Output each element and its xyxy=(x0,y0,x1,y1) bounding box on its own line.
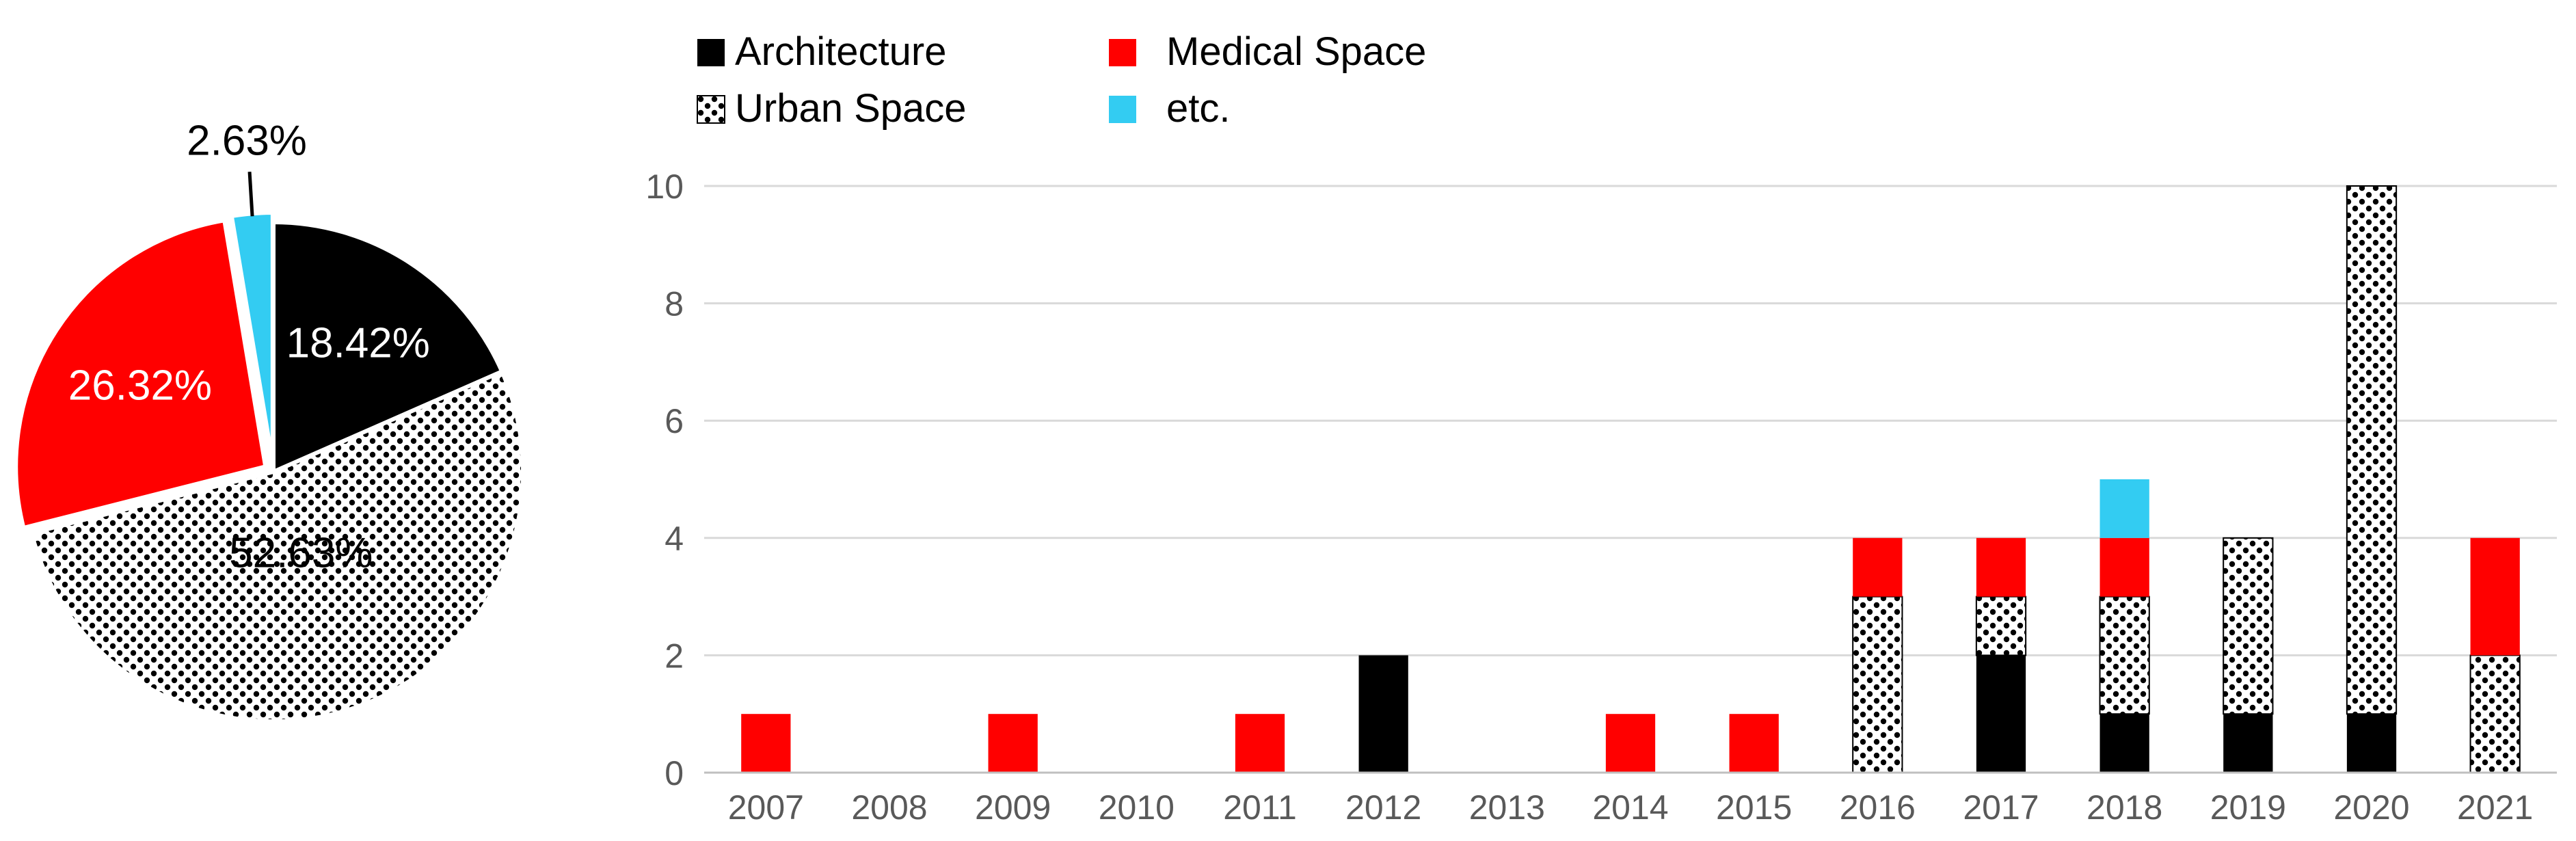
legend-swatch-etc xyxy=(1109,96,1136,123)
legend-swatch-urban-space xyxy=(697,95,725,124)
bar-medical-2014 xyxy=(1605,714,1656,773)
bar-medical-2007 xyxy=(741,714,791,773)
bar-medical-2021 xyxy=(2470,537,2520,656)
bar-medical-2016 xyxy=(1853,537,1903,597)
stacked-bar-chart: 0 2 4 6 8 10 2007 2008 2009 2010 2011 2012 2013 2014… xyxy=(645,168,2557,827)
legend-label-etc: etc. xyxy=(1166,86,1231,131)
bar-urban-2017 xyxy=(1975,596,2027,656)
x-tick-label: 2007 xyxy=(728,788,804,827)
bar-architecture-2012 xyxy=(1358,655,1408,773)
pie-label-urban: 52.63% xyxy=(229,529,373,576)
bar-urban-2019 xyxy=(2223,537,2274,715)
legend-label-architecture: Architecture xyxy=(735,29,946,74)
bar-architecture-2020 xyxy=(2346,714,2397,773)
gridlines xyxy=(704,185,2557,656)
bar-architecture-2017 xyxy=(1976,655,2026,773)
x-tick-label: 2019 xyxy=(2210,788,2286,827)
bars xyxy=(741,185,2521,774)
y-tick-label: 6 xyxy=(665,402,684,440)
bar-architecture-2019 xyxy=(2223,714,2273,773)
pie-slice-architecture xyxy=(271,219,505,475)
y-tick-label: 0 xyxy=(665,754,684,792)
pie-slice-urban xyxy=(29,369,525,723)
y-axis-ticks: 0 2 4 6 8 10 xyxy=(645,168,684,792)
bar-medical-2017 xyxy=(1976,537,2026,597)
pie-labels: 18.42% 52.63% 26.32% 2.63% xyxy=(68,117,430,576)
x-tick-label: 2011 xyxy=(1223,788,1297,827)
x-tick-label: 2012 xyxy=(1345,788,1421,827)
x-axis-ticks: 2007 2008 2009 2010 2011 2012 2013 2014 2015 2016… xyxy=(728,788,2534,827)
legend: Architecture Urban Space Medical Space e… xyxy=(697,29,1426,131)
y-tick-label: 8 xyxy=(665,285,684,323)
legend-label-medical-space: Medical Space xyxy=(1166,29,1426,74)
x-tick-label: 2013 xyxy=(1469,788,1545,827)
bar-urban-2020 xyxy=(2346,185,2398,715)
x-tick-label: 2017 xyxy=(1963,788,2039,827)
pie-chart: 18.42% 52.63% 26.32% 2.63% xyxy=(14,117,525,723)
bar-medical-2018 xyxy=(2099,537,2149,597)
legend-swatch-architecture xyxy=(697,39,725,66)
bar-medical-2011 xyxy=(1235,714,1285,773)
pie-slice-medical xyxy=(14,217,268,531)
x-tick-label: 2009 xyxy=(975,788,1051,827)
bar-architecture-2018 xyxy=(2099,714,2149,773)
x-tick-label: 2010 xyxy=(1099,788,1175,827)
x-tick-label: 2015 xyxy=(1716,788,1792,827)
bar-medical-2015 xyxy=(1729,714,1779,773)
y-tick-label: 10 xyxy=(645,168,684,206)
x-tick-label: 2018 xyxy=(2087,788,2162,827)
bar-urban-2018 xyxy=(2099,596,2150,715)
pie-leader-line-etc xyxy=(247,172,254,217)
pie-slices xyxy=(14,211,525,723)
bar-urban-2021 xyxy=(2469,654,2521,774)
x-tick-label: 2016 xyxy=(1840,788,1916,827)
x-tick-label: 2014 xyxy=(1592,788,1668,827)
x-tick-label: 2021 xyxy=(2457,788,2533,827)
bar-urban-2016 xyxy=(1852,596,1903,773)
legend-label-urban-space: Urban Space xyxy=(735,86,967,131)
x-tick-label: 2008 xyxy=(851,788,927,827)
legend-swatch-medical-space xyxy=(1109,39,1136,66)
pie-label-etc: 2.63% xyxy=(187,117,307,164)
x-tick-label: 2020 xyxy=(2333,788,2409,827)
y-tick-label: 2 xyxy=(665,637,684,675)
pie-label-architecture: 18.42% xyxy=(286,320,430,367)
pie-label-medical: 26.32% xyxy=(68,362,212,410)
bar-medical-2009 xyxy=(988,714,1038,773)
bar-etc-2018 xyxy=(2099,479,2149,538)
y-tick-label: 4 xyxy=(665,520,684,558)
